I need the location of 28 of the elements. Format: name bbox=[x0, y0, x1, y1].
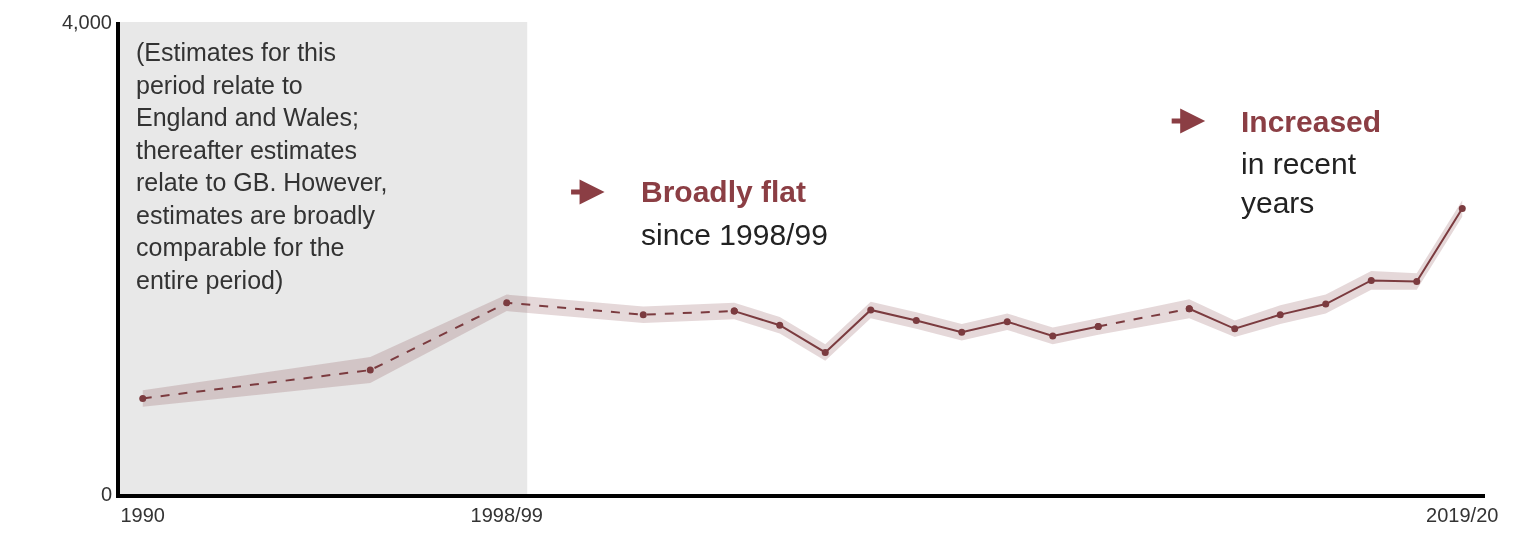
point bbox=[639, 311, 647, 319]
point bbox=[867, 306, 875, 314]
point bbox=[1322, 300, 1330, 308]
point bbox=[139, 394, 147, 402]
point bbox=[1276, 311, 1284, 319]
annotation: Increased bbox=[1241, 105, 1382, 138]
point bbox=[1003, 318, 1011, 326]
y-tick-label: 4,000 bbox=[61, 11, 112, 33]
point bbox=[366, 366, 374, 374]
band-label: (Estimates for this period relate to England and Wales; thereafter estimates relate to GB. However, estimates are broadly comparable for the entire period) bbox=[136, 38, 388, 294]
annotation: Broadly flat bbox=[641, 175, 807, 208]
point bbox=[821, 348, 829, 356]
point bbox=[730, 307, 738, 315]
point bbox=[1367, 276, 1375, 284]
point bbox=[912, 317, 920, 325]
point bbox=[1458, 204, 1466, 212]
point bbox=[1413, 278, 1421, 286]
point bbox=[1231, 325, 1239, 333]
annotation: since 1998/99 bbox=[641, 218, 828, 251]
x-tick-label: 2019/20 bbox=[1426, 504, 1499, 526]
point bbox=[776, 321, 784, 329]
point bbox=[503, 299, 511, 307]
x-tick-label: 1998/99 bbox=[470, 504, 543, 526]
x-tick-label: 1990 bbox=[120, 504, 165, 526]
annotation: in recent years bbox=[1241, 147, 1357, 219]
point bbox=[1049, 332, 1057, 340]
y-tick-label: 0 bbox=[100, 483, 112, 505]
point bbox=[958, 328, 966, 336]
